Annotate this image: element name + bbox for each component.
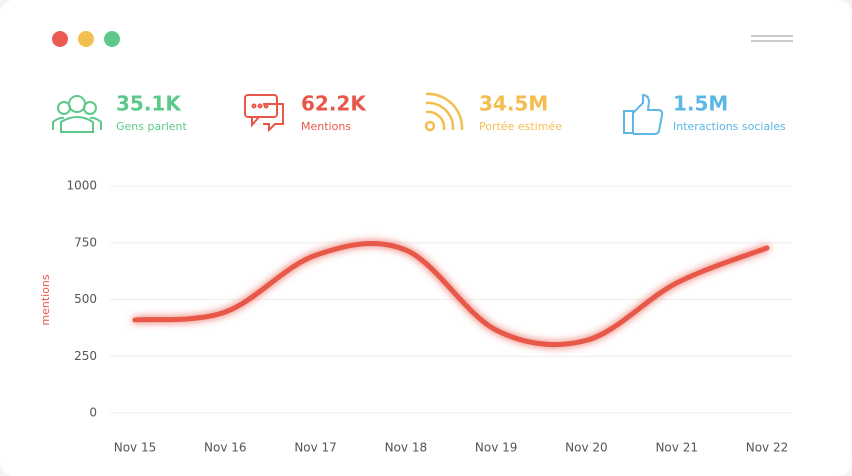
y-tick-label: 250	[74, 349, 97, 363]
chat-icon	[244, 94, 284, 133]
x-tick-label: Nov 22	[746, 441, 789, 455]
line-series	[132, 240, 770, 348]
x-tick-label: Nov 18	[385, 441, 428, 455]
menu-icon[interactable]	[751, 35, 793, 42]
people-icon	[52, 95, 102, 133]
stat-value: 35.1K	[116, 92, 182, 116]
x-tick-label: Nov 17	[294, 441, 337, 455]
x-tick-label: Nov 15	[114, 441, 157, 455]
x-tick-label: Nov 21	[655, 441, 698, 455]
stat-label: Gens parlent	[116, 120, 188, 133]
x-tick-label: Nov 20	[565, 441, 608, 455]
y-tick-label: 500	[74, 292, 97, 306]
minimize-dot[interactable]	[78, 31, 94, 47]
like-icon	[623, 93, 664, 135]
x-tick-label: Nov 16	[204, 441, 247, 455]
maximize-dot[interactable]	[104, 31, 120, 47]
rss-icon	[424, 92, 464, 132]
stat-label: Mentions	[301, 120, 351, 133]
stat-value: 62.2K	[301, 92, 367, 116]
stat-value: 34.5M	[479, 92, 548, 116]
x-tick-label: Nov 19	[475, 441, 518, 455]
y-tick-label: 0	[89, 406, 97, 420]
y-axis-title: mentions	[39, 274, 52, 326]
y-tick-label: 1000	[66, 179, 97, 193]
y-tick-label: 750	[74, 235, 97, 249]
stat-value: 1.5M	[673, 92, 728, 116]
close-dot[interactable]	[52, 31, 68, 47]
stat-label: Portée estimée	[479, 120, 562, 133]
stat-label: Interactions sociales	[673, 120, 786, 133]
